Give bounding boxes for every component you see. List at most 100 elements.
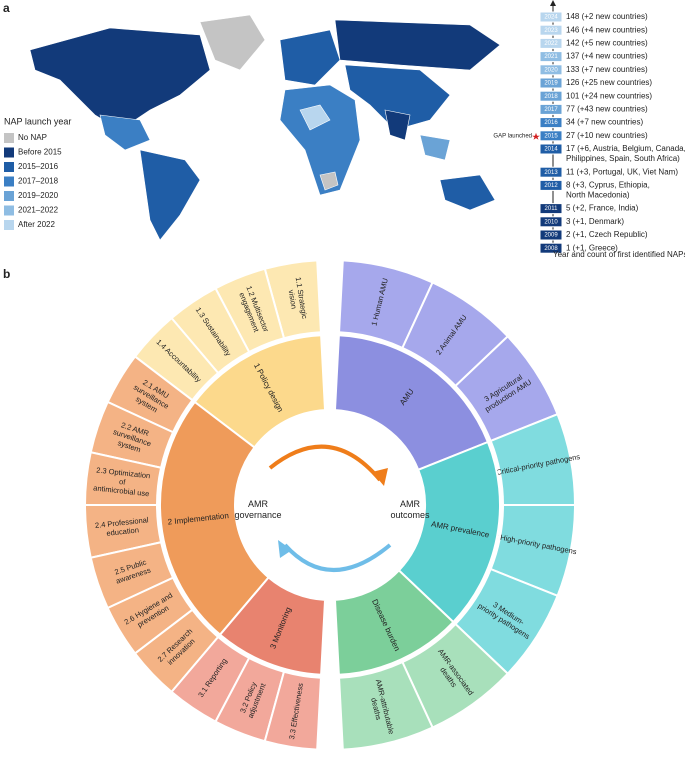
- year-label: 2012: [544, 183, 558, 189]
- center-line: outcomes: [390, 510, 430, 520]
- timeline-text: 8 (+3, Cyprus, Ethiopia,: [566, 181, 650, 190]
- year-label: 2022: [544, 41, 558, 47]
- year-box: [539, 143, 563, 155]
- panel-label: a: [3, 1, 10, 15]
- legend-swatch: [4, 220, 14, 230]
- arrows: [268, 444, 392, 572]
- year-box: [539, 77, 563, 89]
- legend-label: No NAP: [18, 133, 47, 142]
- outer-segment: [106, 355, 194, 434]
- legend-swatch: [4, 176, 14, 187]
- outer-segment: [133, 608, 220, 694]
- year-label: 2010: [544, 219, 558, 225]
- timeline-text: 77 (+43 new countries): [566, 105, 648, 114]
- center-label: AMR outcomes: [390, 499, 430, 520]
- outer-segment: [338, 660, 434, 751]
- center-line: AMR: [248, 499, 269, 509]
- timeline-text: 34 (+7 new countries): [566, 118, 643, 127]
- year-label: 2013: [544, 170, 558, 176]
- year-box: [539, 24, 563, 36]
- year-box: [539, 37, 563, 49]
- legend-swatch: [4, 162, 14, 172]
- outer-segment: [133, 316, 220, 402]
- legend-label: Before 2015: [18, 148, 62, 157]
- year-box: [539, 229, 563, 241]
- inner-segment: [218, 576, 327, 676]
- year-label: 2011: [545, 206, 559, 212]
- year-label: 2015: [544, 133, 558, 139]
- legend-label: After 2022: [18, 220, 55, 229]
- year-box: [539, 166, 563, 178]
- year-label: 2021: [544, 54, 558, 60]
- timeline-text: 142 (+5 new countries): [566, 39, 648, 48]
- segment-label: 2.4 Professionaleducation: [94, 515, 150, 539]
- outer-segment: [170, 635, 251, 723]
- year-label: 2017: [544, 107, 558, 113]
- segment-line: education: [106, 525, 139, 537]
- year-label: 2018: [544, 94, 558, 100]
- year-label: 2024: [544, 15, 558, 21]
- year-box: [539, 203, 563, 215]
- year-box: [539, 103, 563, 115]
- inner-segment: [333, 568, 455, 676]
- timeline-text: 137 (+4 new countries): [566, 52, 648, 61]
- center-line: AMR: [400, 499, 421, 509]
- outer-segment: [106, 576, 194, 655]
- timeline-text: 17 (+6, Austria, Belgium, Canada,: [566, 144, 685, 153]
- outer-segment: [170, 287, 251, 375]
- legend-label: 2015–2016: [18, 162, 59, 171]
- year-label: 2008: [544, 246, 558, 252]
- outer-segment: [214, 656, 286, 743]
- gap-star: [532, 132, 540, 140]
- inner-segment: [193, 334, 327, 449]
- year-label: 2023: [544, 28, 558, 34]
- timeline-text: 2 (+1, Czech Republic): [566, 230, 648, 239]
- year-box: [539, 242, 563, 254]
- year-box: [539, 90, 563, 102]
- legend-label: 2021–2022: [18, 206, 59, 215]
- timeline-text: North Macedonia): [566, 191, 630, 200]
- center-label: AMR governance: [234, 499, 281, 520]
- outer-segment: [89, 400, 175, 469]
- legend-title: NAP launch year: [4, 116, 71, 126]
- segment-line: vision: [287, 289, 299, 309]
- world-map: [29, 14, 501, 241]
- timeline-caption: Year and count of first identified NAPs: [553, 250, 685, 259]
- timeline-text: 27 (+10 new countries): [566, 131, 648, 140]
- year-box: [539, 216, 563, 228]
- timeline-text: 146 (+4 new countries): [566, 25, 648, 34]
- year-label: 2020: [544, 67, 558, 73]
- year-box: [539, 64, 563, 76]
- timeline-text: 11 (+3, Portugal, UK, Viet Nam): [566, 167, 678, 176]
- gap-label: GAP launched: [493, 133, 532, 139]
- legend-label: 2017–2018: [18, 177, 59, 186]
- year-box: [539, 117, 563, 129]
- year-box: [539, 11, 563, 23]
- panel-label: b: [3, 267, 10, 281]
- outer-segment: [263, 670, 322, 751]
- year-box: [539, 51, 563, 63]
- center-line: governance: [234, 510, 281, 520]
- year-label: 2019: [544, 81, 558, 87]
- inner-segment: [159, 400, 270, 637]
- outer-segment: [83, 504, 163, 559]
- outer-segment: [89, 541, 175, 610]
- timeline-arrow: [550, 0, 556, 6]
- legend-swatch: [4, 147, 14, 158]
- segment-text: 2.4 Professionaleducation: [94, 515, 150, 539]
- timeline-text: 1 (+1, Greece): [566, 243, 618, 252]
- year-box: [539, 179, 563, 191]
- timeline-text: 148 (+2 new countries): [566, 12, 648, 21]
- legend-swatch: [4, 133, 14, 143]
- timeline-text: 126 (+25 new countries): [566, 78, 652, 87]
- timeline-text: Philippines, Spain, South Africa): [566, 154, 680, 163]
- segment-line: of: [119, 477, 127, 487]
- legend-label: 2019–2020: [18, 191, 59, 200]
- legend-swatch: [4, 205, 14, 216]
- legend-swatch: [4, 191, 14, 201]
- year-label: 2014: [544, 147, 558, 153]
- outer-segment: [83, 451, 163, 506]
- timeline-text: 3 (+1, Denmark): [566, 217, 624, 226]
- timeline-text: 5 (+2, France, India): [566, 204, 639, 213]
